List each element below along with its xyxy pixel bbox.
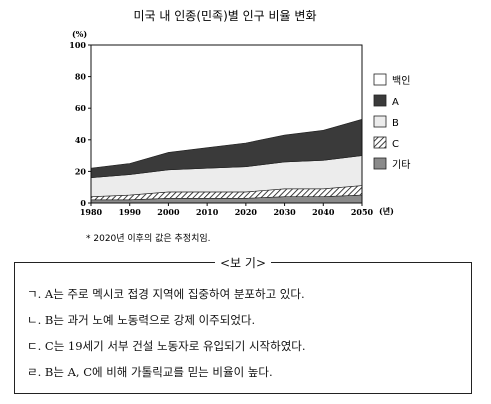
- chart-title: 미국 내 인종(민족)별 인구 비율 변화: [134, 9, 317, 23]
- chart-svg: 미국 내 인종(민족)별 인구 비율 변화 (%) 02040608010019…: [69, 9, 410, 244]
- legend-swatch-기타: [373, 157, 387, 170]
- y-tick-label: 60: [75, 103, 87, 113]
- bogi-title: <보 기>: [214, 254, 272, 271]
- plot-frame: [90, 44, 363, 204]
- legend-label-B: B: [392, 118, 399, 129]
- bogi-box: <보 기> ㄱ. A는 주로 멕시코 접경 지역에 집중하여 분포하고 있다. …: [14, 254, 472, 394]
- population-chart: 미국 내 인종(민족)별 인구 비율 변화 (%) 0 20 40 60 80 100 19…: [69, 9, 410, 244]
- x-tick-label: 2010: [196, 207, 219, 217]
- legend-label-백인: 백인: [392, 75, 410, 87]
- x-tick-label: 2000: [157, 207, 180, 217]
- legend-label-A: A: [392, 97, 399, 108]
- legend-label-기타: 기타: [392, 159, 410, 171]
- y-tick-label: 40: [75, 135, 87, 145]
- legend-swatch-백인: [373, 73, 387, 86]
- legend-swatch-C: [373, 136, 387, 149]
- x-tick-label: 1990: [119, 207, 142, 217]
- bogi-item: ㄹ. B는 A, C에 비해 가톨릭교를 믿는 비율이 높다.: [27, 365, 273, 379]
- bogi-item: ㄴ. B는 과거 노예 노동력으로 강제 이주되었다.: [27, 313, 256, 327]
- y-tick-label: 80: [75, 72, 87, 82]
- bogi-list: ㄱ. A는 주로 멕시코 접경 지역에 집중하여 분포하고 있다. ㄴ. B는 …: [27, 281, 467, 385]
- bogi-item: ㄱ. A는 주로 멕시코 접경 지역에 집중하여 분포하고 있다.: [27, 287, 305, 301]
- x-tick-label: 1980: [80, 207, 103, 217]
- x-tick-label: 2040: [312, 207, 335, 217]
- x-tick-label: 2020: [235, 207, 258, 217]
- y-tick-label: 100: [69, 40, 86, 50]
- bogi-item: ㄷ. C는 19세기 서부 건설 노동자로 유입되기 시작하였다.: [27, 339, 306, 353]
- legend-label-C: C: [392, 139, 399, 150]
- x-tick-label: 2050: [351, 207, 374, 217]
- chart-note: * 2020년 이후의 값은 추정치임.: [86, 232, 211, 244]
- y-tick-label: 0: [80, 198, 86, 208]
- y-tick-label: 20: [75, 166, 87, 176]
- legend-swatch-A: [373, 94, 387, 107]
- x-axis-unit: (년): [379, 206, 394, 216]
- y-axis-unit: (%): [72, 29, 87, 39]
- legend-swatch-B: [373, 115, 387, 128]
- x-tick-label: 2030: [273, 207, 296, 217]
